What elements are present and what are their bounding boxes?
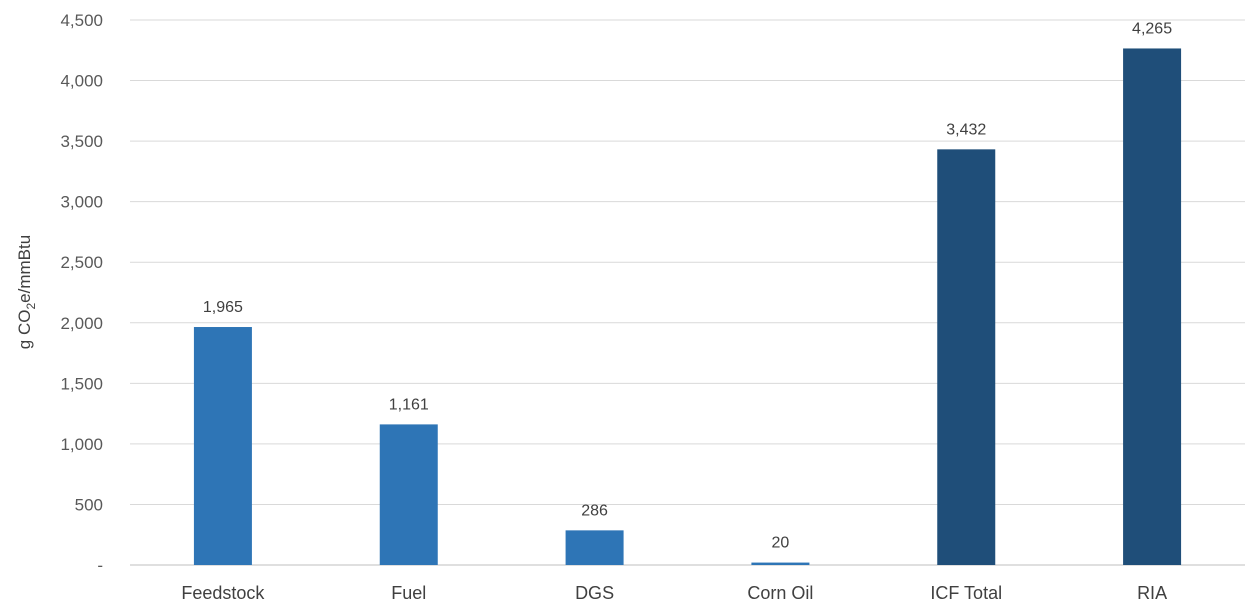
- y-axis-ticks: - 500 1,000 1,500 2,000 2,500 3,000 3,500 4,000 4…: [60, 11, 103, 575]
- data-label: 4,265: [1132, 20, 1172, 37]
- x-category-label: Corn Oil: [747, 583, 813, 603]
- x-category-label: RIA: [1137, 583, 1167, 603]
- x-category-label: DGS: [575, 583, 614, 603]
- data-label: 1,965: [203, 299, 243, 316]
- y-tick-label: -: [97, 556, 103, 575]
- y-tick-label: 1,500: [60, 374, 103, 393]
- x-axis-categories: Feedstock Fuel DGS Corn Oil ICF Total RIA: [181, 583, 1167, 603]
- y-tick-label: 3,500: [60, 132, 103, 151]
- bar-icf-total: [937, 149, 996, 565]
- x-category-label: ICF Total: [930, 583, 1002, 603]
- bar-ria: [1123, 48, 1182, 565]
- data-labels: 1,965 1,161 286 20 3,432 4,265: [203, 20, 1172, 551]
- y-tick-label: 500: [75, 495, 103, 514]
- data-label: 20: [772, 535, 790, 552]
- data-label: 286: [581, 502, 608, 519]
- x-category-label: Feedstock: [181, 583, 265, 603]
- y-tick-label: 4,000: [60, 72, 103, 91]
- x-category-label: Fuel: [391, 583, 426, 603]
- bar-fuel: [379, 424, 438, 565]
- y-tick-label: 1,000: [60, 435, 103, 454]
- bars: [193, 48, 1182, 565]
- bar-dgs: [565, 530, 624, 565]
- y-tick-label: 3,000: [60, 193, 103, 212]
- data-label: 3,432: [946, 121, 986, 138]
- data-label: 1,161: [389, 396, 429, 413]
- bar-corn-oil: [751, 562, 810, 565]
- bar-feedstock: [193, 327, 252, 565]
- y-tick-label: 2,000: [60, 314, 103, 333]
- y-axis-title-subscript: 2: [24, 303, 38, 310]
- y-tick-label: 4,500: [60, 11, 103, 30]
- y-axis-title-prefix: g CO: [15, 310, 34, 350]
- gridlines: [130, 19, 1245, 566]
- y-tick-label: 2,500: [60, 253, 103, 272]
- y-axis-title-suffix: e/mmBtu: [15, 235, 34, 303]
- y-axis-title: g CO2e/mmBtu: [15, 235, 38, 349]
